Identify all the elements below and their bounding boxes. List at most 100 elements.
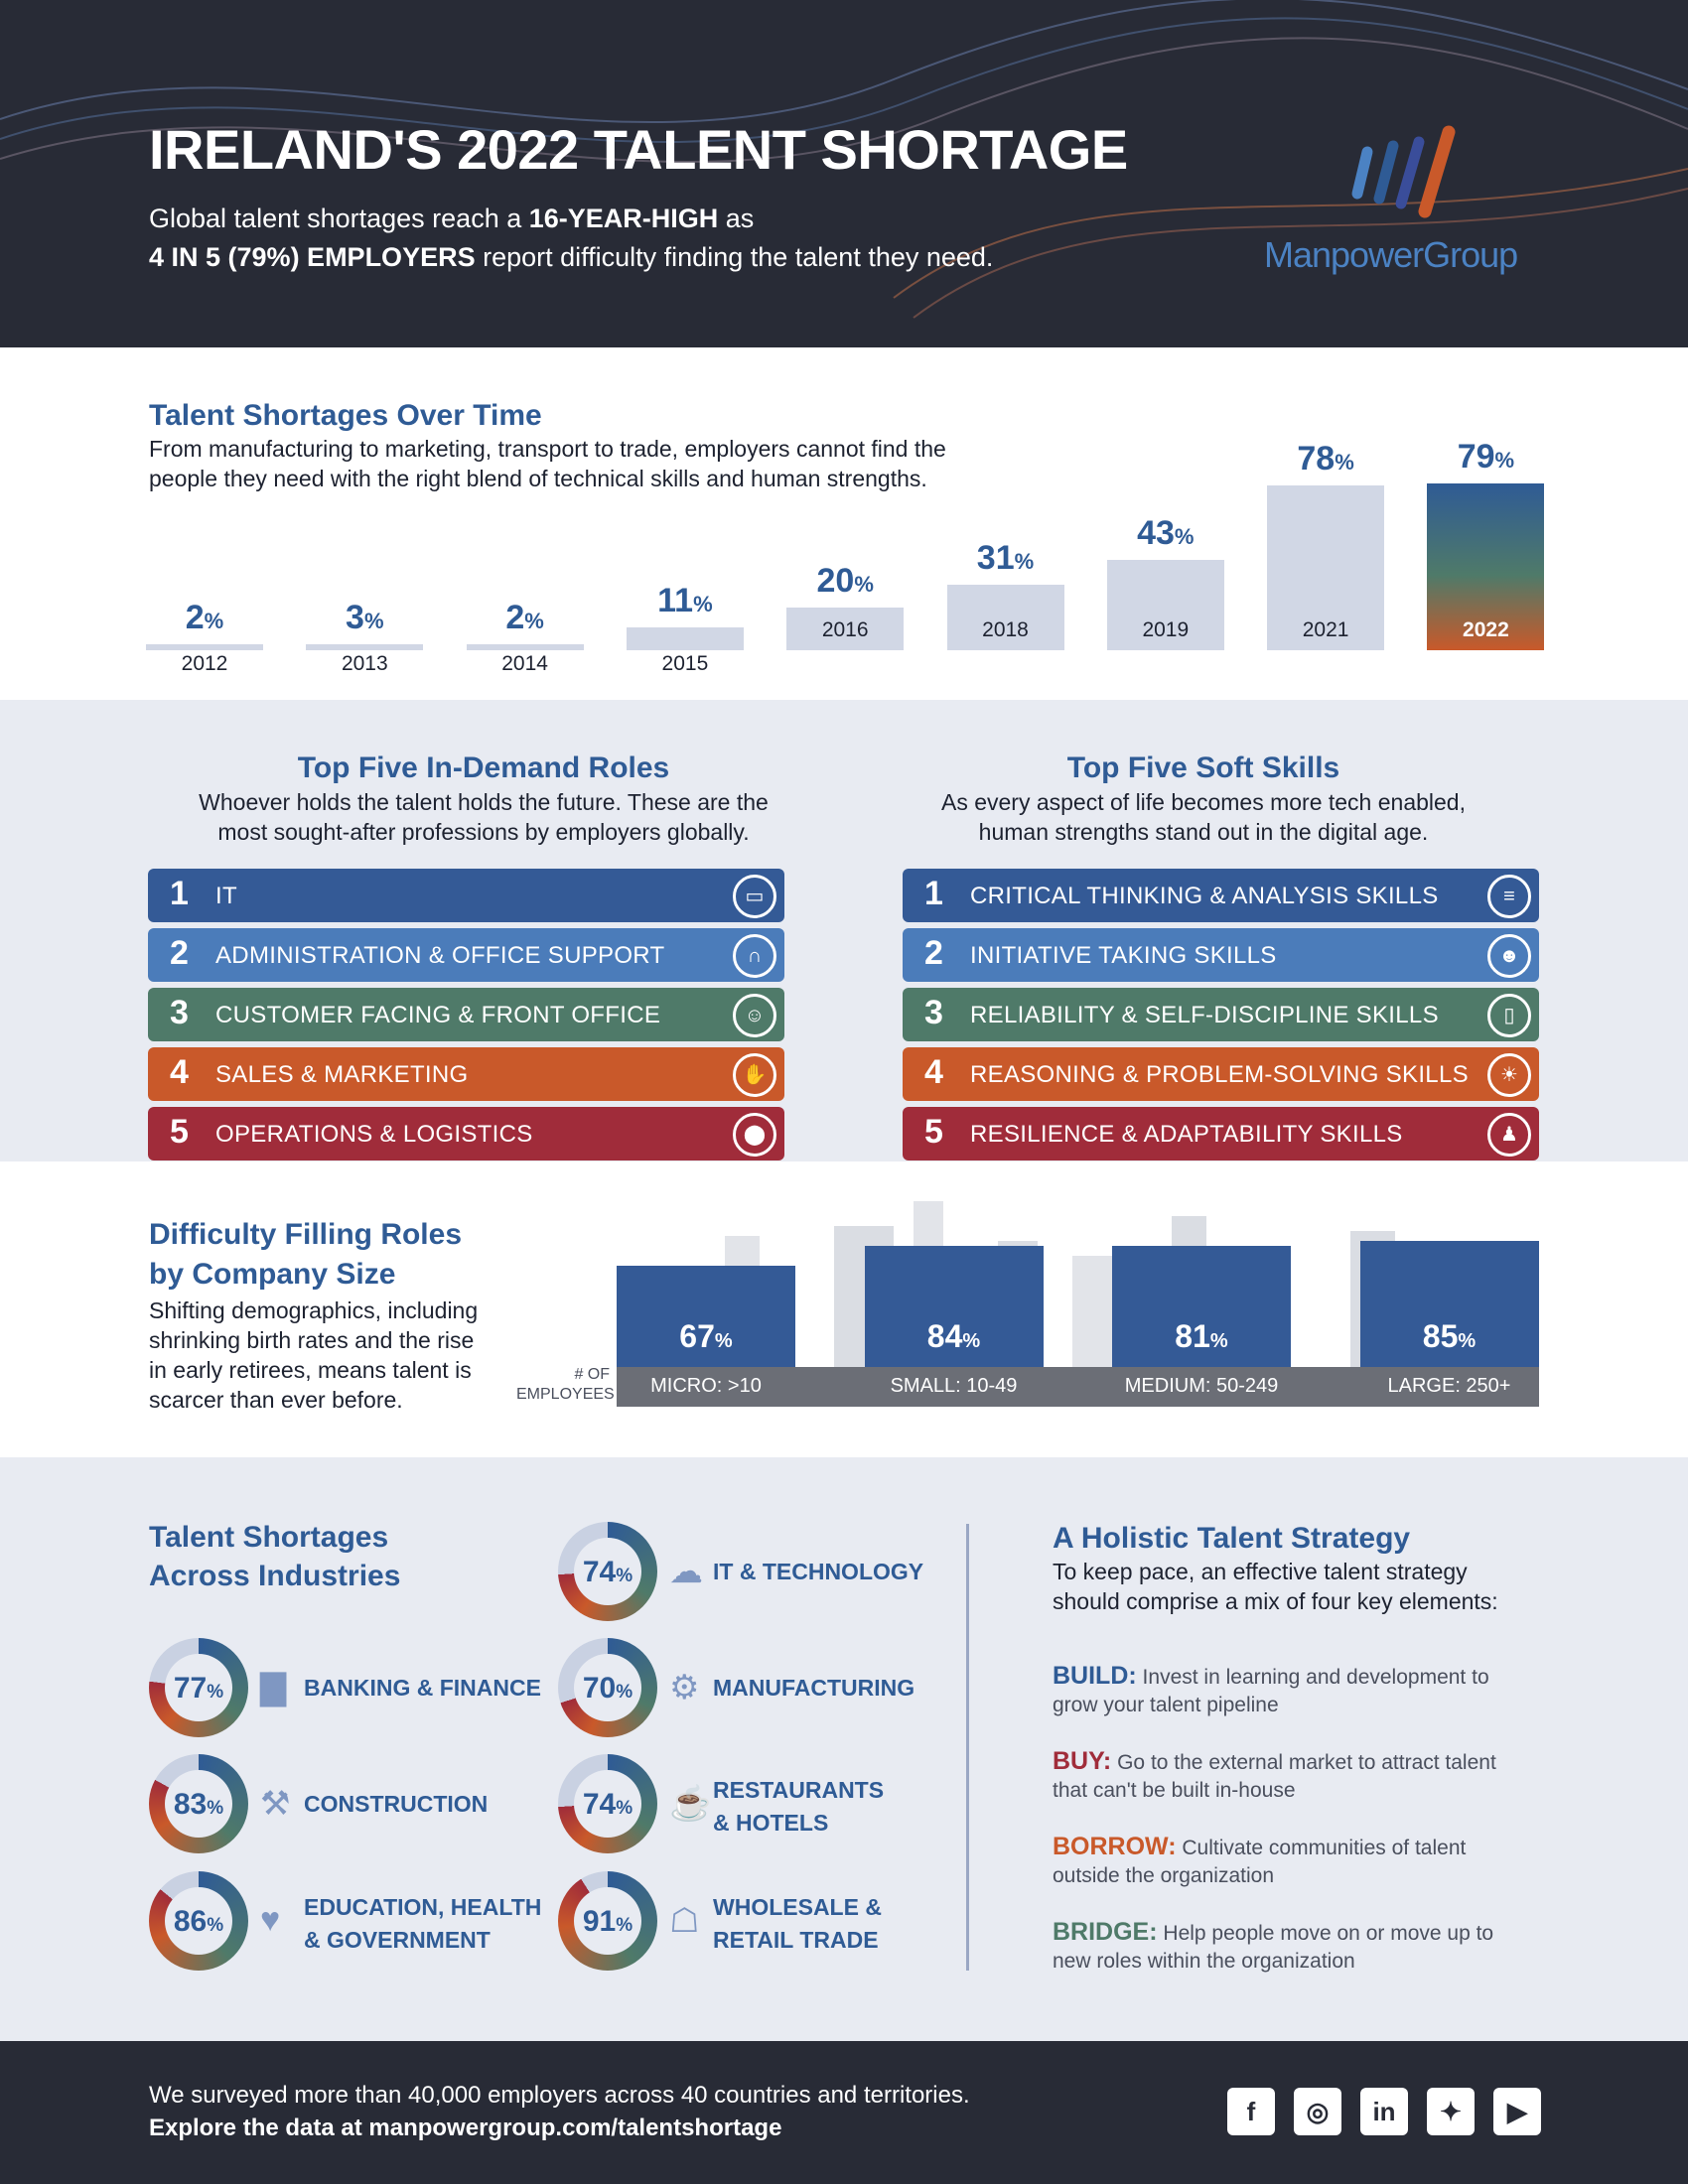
- industry-percent: 70%: [582, 1672, 633, 1705]
- skill-rank-number: 3: [924, 994, 943, 1031]
- skill-label: RELIABILITY & SELF-DISCIPLINE SKILLS: [970, 1002, 1439, 1028]
- skill-item-1[interactable]: 1 CRITICAL THINKING & ANALYSIS SKILLS ≡: [903, 869, 1539, 922]
- industry-percent: 74%: [582, 1788, 633, 1821]
- cloud-icon: ☁: [669, 1553, 703, 1590]
- chart-value-label: 20%: [816, 562, 874, 600]
- strategy-heading: BRIDGE:: [1053, 1918, 1158, 1946]
- role-rank-number: 5: [170, 1113, 189, 1151]
- chart-value-label: 79%: [1457, 438, 1515, 476]
- linkedin-icon[interactable]: in: [1360, 2088, 1408, 2135]
- skills-title: Top Five Soft Skills: [1066, 751, 1340, 784]
- strategy-item: BRIDGE: Help people move on or move up t…: [1053, 1918, 1494, 1946]
- industry-percent: 86%: [173, 1905, 224, 1938]
- role-item-1[interactable]: 1 IT ▭: [148, 869, 784, 922]
- page-title: IRELAND'S 2022 TALENT SHORTAGE: [149, 118, 1128, 181]
- industry-label: BANKING & FINANCE: [304, 1675, 541, 1701]
- industries-section: [0, 1457, 1688, 2041]
- role-rank-number: 1: [170, 875, 189, 912]
- role-item-4[interactable]: 4 SALES & MARKETING ✋: [148, 1047, 784, 1101]
- ring-center: [574, 1538, 641, 1605]
- chart-value-label: 78%: [1297, 440, 1354, 478]
- chart-bar-2015: [626, 627, 744, 650]
- role-rank-number: 2: [170, 934, 189, 972]
- skill-label: INITIATIVE TAKING SKILLS: [970, 942, 1277, 969]
- company-size-box: [864, 1246, 1044, 1367]
- skill-rank-number: 2: [924, 934, 943, 972]
- employees-axis-bar: [617, 1367, 1539, 1407]
- industry-ring-2: 83%: [149, 1754, 248, 1853]
- company-size-desc-line-4: scarcer than ever before.: [149, 1387, 403, 1413]
- facebook-icon[interactable]: f: [1227, 2088, 1275, 2135]
- lightbulb-icon: ☀: [1487, 1053, 1531, 1097]
- chart-year-label: 2022: [1463, 618, 1509, 641]
- role-label: OPERATIONS & LOGISTICS: [215, 1121, 533, 1148]
- ring-center: [165, 1887, 232, 1955]
- company-size-title-line-1: Difficulty Filling Roles: [149, 1218, 463, 1251]
- skill-rank-number: 1: [924, 875, 943, 912]
- role-item-5[interactable]: 5 OPERATIONS & LOGISTICS ⬤: [148, 1107, 784, 1160]
- skill-rank-number: 5: [924, 1113, 943, 1151]
- ring-center: [574, 1654, 641, 1721]
- strategy-item: BORROW: Cultivate communities of talent: [1053, 1833, 1467, 1860]
- chart-bar-2014: [466, 644, 584, 650]
- company-size-label: SMALL: 10-49: [890, 1375, 1018, 1397]
- subtitle-line-1: Global talent shortages reach a 16-YEAR-…: [149, 204, 755, 233]
- role-item-3[interactable]: 3 CUSTOMER FACING & FRONT OFFICE ☺: [148, 988, 784, 1041]
- chart-bar-2019: [1106, 560, 1224, 650]
- industry-label: CONSTRUCTION: [304, 1791, 489, 1817]
- company-size-value: 84%: [926, 1318, 981, 1354]
- employees-axis-label-1: # OF: [574, 1366, 610, 1383]
- company-size-desc-line-3: in early retirees, means talent is: [149, 1357, 472, 1383]
- roles-desc-line-1: Whoever holds the talent holds the futur…: [199, 789, 769, 815]
- chart-value-label: 11%: [657, 582, 713, 619]
- analysis-icon: ≡: [1487, 875, 1531, 918]
- skill-label: CRITICAL THINKING & ANALYSIS SKILLS: [970, 883, 1439, 909]
- strategy-item: BUY: Go to the external market to attrac…: [1053, 1747, 1496, 1775]
- strategy-heading: BUY:: [1053, 1747, 1112, 1775]
- industry-label: EDUCATION, HEALTH & GOVERNMENT: [304, 1894, 542, 1953]
- role-rank-number: 4: [170, 1053, 189, 1091]
- skill-item-2[interactable]: 2 INITIATIVE TAKING SKILLS ☻: [903, 928, 1539, 982]
- map-pin-icon: ⬤: [733, 1113, 776, 1157]
- twitter-icon[interactable]: ✦: [1427, 2088, 1475, 2135]
- person-icon: ☻: [1487, 934, 1531, 978]
- industry-ring-7: 91%: [558, 1871, 657, 1971]
- section-divider: [966, 1524, 969, 1971]
- role-rank-number: 3: [170, 994, 189, 1031]
- skill-label: REASONING & PROBLEM-SOLVING SKILLS: [970, 1061, 1469, 1088]
- laptop-icon: ▭: [733, 875, 776, 918]
- company-size-value: 67%: [679, 1318, 733, 1354]
- ring-center: [574, 1770, 641, 1838]
- skill-item-4[interactable]: 4 REASONING & PROBLEM-SOLVING SKILLS ☀: [903, 1047, 1539, 1101]
- ring-center: [165, 1770, 232, 1838]
- industry-label: RESTAURANTS & HOTELS: [713, 1777, 885, 1836]
- company-size-desc-line-1: Shifting demographics, including: [149, 1297, 479, 1323]
- header-banner: IRELAND'S 2022 TALENT SHORTAGE Global ta…: [0, 0, 1688, 347]
- strategy-heading: BORROW:: [1053, 1833, 1177, 1860]
- skills-desc-line-1: As every aspect of life becomes more tec…: [940, 789, 1466, 815]
- skill-item-5[interactable]: 5 RESILIENCE & ADAPTABILITY SKILLS ♟: [903, 1107, 1539, 1160]
- employees-axis-label-2: EMPLOYEES: [516, 1386, 615, 1403]
- ring-center: [165, 1654, 232, 1721]
- industry-label: MANUFACTURING: [713, 1675, 915, 1701]
- industry-ring-1: 77%: [149, 1638, 248, 1737]
- youtube-icon[interactable]: ▶: [1493, 2088, 1541, 2135]
- skill-item-3[interactable]: 3 RELIABILITY & SELF-DISCIPLINE SKILLS ▯: [903, 988, 1539, 1041]
- clipboard-icon: ▯: [1487, 994, 1531, 1037]
- brand-logo-icon: [1351, 125, 1456, 218]
- decorative-waves: [0, 0, 1688, 319]
- industries-title-line-2: Across Industries: [149, 1560, 401, 1592]
- role-item-2[interactable]: 2 ADMINISTRATION & OFFICE SUPPORT ∩: [148, 928, 784, 982]
- industry-ring-3: 86%: [149, 1871, 248, 1971]
- chart-year-label: 2013: [341, 652, 388, 675]
- chart-bar-2013: [306, 644, 424, 650]
- instagram-icon[interactable]: ◎: [1294, 2088, 1341, 2135]
- user-icon: ♟: [1487, 1113, 1531, 1157]
- industry-label: IT & TECHNOLOGY: [713, 1559, 924, 1584]
- footer-link-text[interactable]: Explore the data at manpowergroup.com/ta…: [149, 2115, 782, 2141]
- industry-percent: 83%: [173, 1788, 224, 1821]
- ring-center: [574, 1887, 641, 1955]
- company-size-box: [1359, 1241, 1539, 1367]
- role-label: ADMINISTRATION & OFFICE SUPPORT: [215, 942, 665, 969]
- chart-year-label: 2012: [181, 652, 228, 675]
